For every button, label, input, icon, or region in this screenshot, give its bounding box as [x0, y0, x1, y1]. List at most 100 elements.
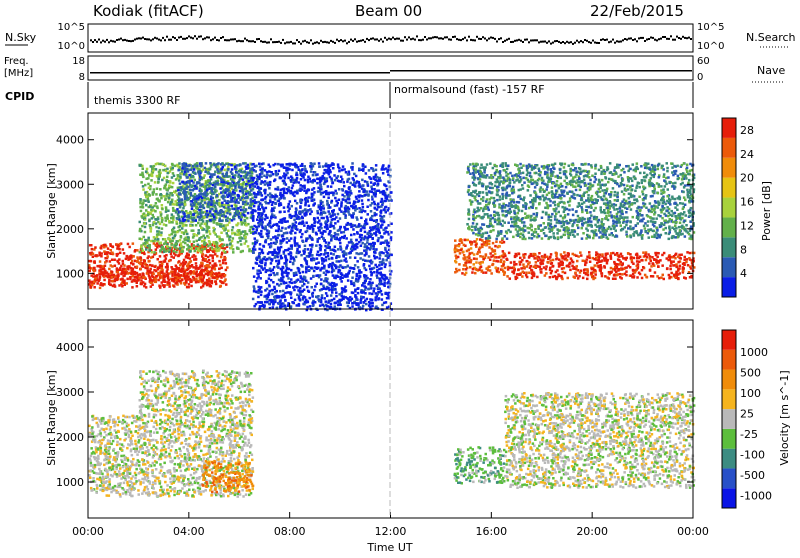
- freq-point: [110, 72, 112, 74]
- data-cell-r2: [140, 245, 143, 248]
- data-cell-r4: [373, 271, 376, 274]
- data-cell-r4: [316, 173, 319, 176]
- nsky-point: [310, 39, 312, 41]
- data-cell-r4: [340, 280, 343, 283]
- freq-point: [128, 72, 130, 74]
- data-cell-r4: [293, 258, 296, 261]
- nsky-point: [480, 38, 482, 40]
- data-cell-r4: [335, 192, 338, 195]
- data-cell-r2: [203, 216, 206, 219]
- data-cell-r4: [255, 170, 258, 173]
- nsky-point: [366, 38, 368, 40]
- data-cell-r4: [356, 280, 359, 283]
- nsky-point: [362, 39, 364, 41]
- data-cell-r3: [204, 171, 207, 174]
- data-cell-r4: [327, 252, 330, 255]
- data-cell-r3: [221, 173, 224, 176]
- freq-point: [98, 72, 100, 74]
- data-cell-r2: [195, 224, 198, 227]
- nsky-point: [424, 36, 426, 38]
- data-cell-r0: [117, 273, 120, 276]
- data-cell-r4: [325, 163, 328, 166]
- nsky-point: [668, 38, 670, 40]
- nsky-point: [526, 39, 528, 41]
- nsky-point: [616, 40, 618, 42]
- freq-point: [306, 72, 308, 74]
- data-cell-r2: [156, 175, 159, 178]
- data-cell-r4: [293, 219, 296, 222]
- data-cell-r4: [287, 177, 290, 180]
- freq-point: [398, 70, 400, 72]
- data-cell-r1: [200, 270, 203, 273]
- data-cell-r4: [302, 222, 305, 225]
- freq-point: [602, 70, 604, 72]
- data-cell-r2: [175, 178, 178, 181]
- data-cell-r4: [326, 216, 329, 219]
- nsky-point: [288, 41, 290, 43]
- data-cell-r4: [261, 163, 264, 166]
- data-cell-r3: [225, 174, 228, 177]
- data-cell-r2: [174, 165, 177, 168]
- nsky-point: [304, 40, 306, 42]
- data-cell-r2: [226, 185, 229, 188]
- data-cell-r0: [138, 262, 141, 265]
- nsky-point: [560, 42, 562, 44]
- freq-point: [224, 72, 226, 74]
- freq-point: [444, 70, 446, 72]
- data-cell-r2: [150, 179, 153, 182]
- data-cell-r4: [382, 252, 385, 255]
- freq-point: [530, 70, 532, 72]
- data-cell-r2: [165, 206, 168, 209]
- data-cell-r1: [139, 268, 142, 271]
- freq-point: [442, 70, 444, 72]
- nsky-point: [282, 39, 284, 41]
- freq-point: [226, 72, 228, 74]
- freq-point: [292, 72, 294, 74]
- data-cell-r2: [153, 188, 156, 191]
- data-cell-r3: [181, 167, 184, 170]
- freq-point: [326, 72, 328, 74]
- data-cell-r3: [250, 198, 253, 201]
- data-cell-r2: [168, 194, 171, 197]
- data-cell-r2: [170, 243, 173, 246]
- data-cell-r4: [306, 306, 309, 309]
- freq-point: [576, 70, 578, 72]
- data-cell-r4: [303, 289, 306, 292]
- data-cell-r4: [314, 220, 317, 223]
- data-cell-r4: [258, 301, 261, 304]
- data-cell-r3: [178, 203, 181, 206]
- data-cell-r2: [171, 164, 174, 167]
- freq-point: [628, 70, 630, 72]
- data-cell-r2: [156, 198, 159, 201]
- data-cell-r4: [343, 185, 346, 188]
- nsky-point: [630, 37, 632, 39]
- data-cell-r3: [210, 165, 213, 168]
- freq-point: [412, 70, 414, 72]
- data-cell-r2: [145, 178, 148, 181]
- data-cell-r4: [272, 306, 275, 309]
- data-cell-r4: [311, 295, 314, 298]
- data-cell-r4: [358, 168, 361, 171]
- data-cell-r0: [98, 252, 101, 255]
- data-cell-r4: [370, 186, 373, 189]
- freq-point: [490, 70, 492, 72]
- nsky-point: [430, 37, 432, 39]
- nsky-point: [416, 35, 418, 37]
- data-cell-r4: [273, 274, 276, 277]
- data-cell-r2: [227, 230, 230, 233]
- data-cell-r3: [197, 171, 200, 174]
- freq-point: [510, 70, 512, 72]
- data-cell-r1: [123, 280, 126, 283]
- data-cell-r3: [199, 184, 202, 187]
- data-cell-r4: [367, 199, 370, 202]
- freq-point: [368, 72, 370, 74]
- freq-point: [370, 72, 372, 74]
- data-cell-r0: [119, 252, 122, 255]
- freq-point: [352, 72, 354, 74]
- data-cell-r1: [181, 268, 184, 271]
- data-cell-r4: [296, 202, 299, 205]
- data-cell-r4: [329, 176, 332, 179]
- nsky-point: [662, 36, 664, 38]
- data-cell-r4: [337, 175, 340, 178]
- data-cell-r2: [160, 231, 163, 234]
